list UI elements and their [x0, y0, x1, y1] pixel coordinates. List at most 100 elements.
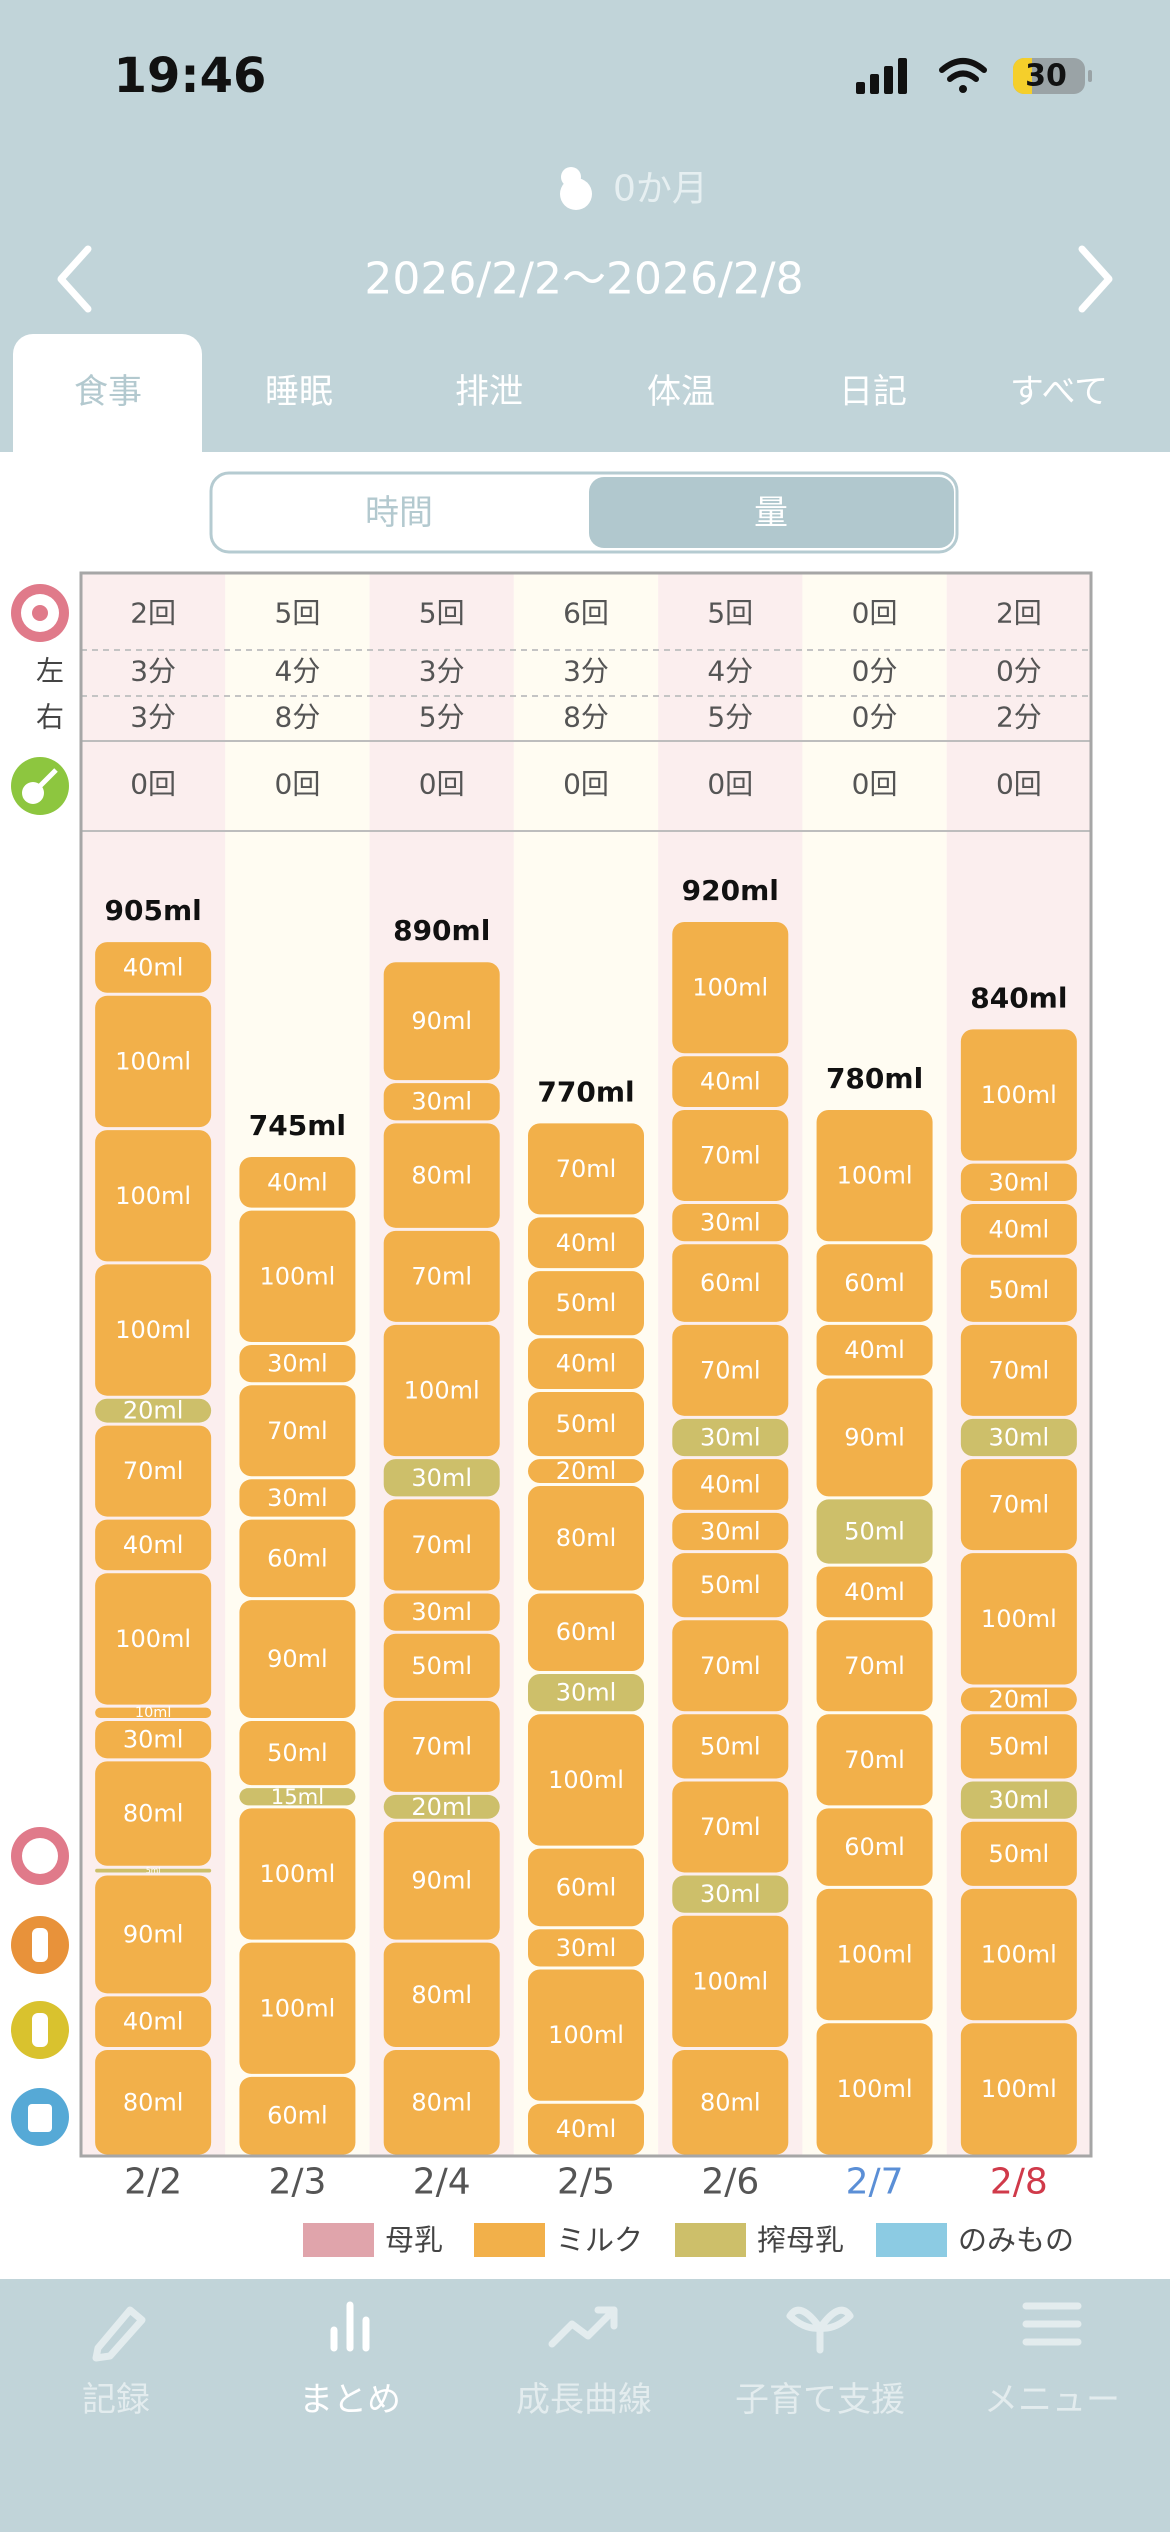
legend-label: のみもの — [958, 2223, 1074, 2257]
segment-label: 30ml — [989, 1168, 1050, 1196]
segment-label: 40ml — [123, 953, 184, 981]
bar-segment — [95, 1721, 212, 1759]
segment-label: 70ml — [844, 1652, 905, 1680]
total-label: 745ml — [249, 1109, 346, 1142]
x-tick-label: 2/3 — [268, 2162, 326, 2203]
tab[interactable]: 体温 — [647, 372, 715, 412]
bar-segment — [383, 1123, 500, 1228]
bar-segment — [528, 1391, 644, 1457]
segment-label: 100ml — [115, 1047, 191, 1075]
bar-segment — [95, 2050, 212, 2155]
segment-label: 70ml — [411, 1262, 472, 1290]
bar-segment — [383, 1499, 500, 1591]
bar-segment — [816, 1714, 933, 1806]
nav-item[interactable]: 子育て支援 — [735, 2380, 905, 2420]
prev-week-button[interactable] — [57, 245, 92, 313]
bar-segment — [672, 1875, 789, 1913]
table-cell: 0回 — [707, 768, 753, 801]
toggle-option[interactable]: 量 — [754, 493, 788, 533]
bar-segment — [383, 962, 500, 1081]
nav-item[interactable]: メニュー — [984, 2380, 1120, 2420]
bar-segment — [239, 1479, 356, 1517]
table-cell: 5分 — [419, 701, 465, 734]
bar-segment — [528, 2103, 644, 2155]
segment-label: 80ml — [556, 1524, 617, 1552]
table-cell: 0回 — [275, 768, 321, 801]
next-week-button[interactable] — [1078, 245, 1113, 313]
legend-swatch — [303, 2223, 374, 2257]
x-tick-label: 2/2 — [124, 2162, 182, 2203]
segment-label: 50ml — [411, 1652, 472, 1680]
bar-segment — [95, 1398, 212, 1423]
segment-label: 50ml — [267, 1739, 328, 1767]
segment-label: 20ml — [411, 1793, 472, 1821]
bar-segment — [960, 1553, 1077, 1685]
table-cell: 0分 — [852, 701, 898, 734]
nav-item[interactable]: 成長曲線 — [516, 2380, 652, 2420]
x-tick-label: 2/6 — [701, 2162, 759, 2203]
nav-background — [0, 2279, 1170, 2532]
bar-segment — [239, 1600, 356, 1719]
table-cell: 3分 — [130, 701, 176, 734]
bar-segment — [239, 1210, 356, 1342]
bar-segment — [816, 2023, 933, 2155]
segment-label: 20ml — [123, 1397, 184, 1425]
age-label: 0か月 — [613, 169, 708, 210]
tab[interactable]: 排泄 — [455, 372, 523, 412]
segment-label: 30ml — [700, 1423, 761, 1451]
segment-label: 60ml — [267, 1544, 328, 1572]
segment-label: 60ml — [844, 1269, 905, 1297]
total-label: 905ml — [105, 894, 202, 927]
bar-segment — [528, 1459, 644, 1483]
breast-icon — [11, 584, 69, 642]
segment-label: 50ml — [700, 1571, 761, 1599]
segment-label: 70ml — [700, 1356, 761, 1384]
bar-segment — [672, 1109, 789, 1201]
bar-segment — [816, 1888, 933, 2021]
table-cell: 5回 — [707, 597, 753, 630]
bar-segment — [672, 921, 789, 1054]
segment-label: 60ml — [267, 2102, 328, 2130]
total-label: 920ml — [682, 874, 779, 907]
bar-segment — [960, 1203, 1077, 1255]
nav-item[interactable]: 記録 — [82, 2380, 150, 2420]
segment-label: 40ml — [556, 2115, 617, 2143]
segment-label: 50ml — [989, 1276, 1050, 1304]
segment-label: 100ml — [548, 2021, 624, 2049]
bar-segment — [95, 1875, 212, 1994]
tab[interactable]: 食事 — [74, 372, 142, 412]
signal-icon — [856, 58, 907, 94]
nav-item[interactable]: まとめ — [299, 2380, 401, 2420]
tab[interactable]: 睡眠 — [265, 372, 333, 412]
legend-swatch — [474, 2223, 545, 2257]
segment-label: 5ml — [146, 1866, 161, 1875]
bar-segment — [672, 1915, 789, 2048]
segment-label: 100ml — [837, 1162, 913, 1190]
toggle-active — [589, 477, 954, 548]
segment-label: 60ml — [556, 1618, 617, 1646]
bar-segment — [528, 1848, 644, 1927]
bar-segment — [672, 1203, 789, 1242]
segment-label: 70ml — [123, 1457, 184, 1485]
x-tick-label: 2/8 — [990, 2162, 1048, 2203]
total-label: 840ml — [970, 981, 1067, 1014]
tab[interactable]: 日記 — [839, 372, 907, 412]
bar-segment — [95, 1707, 212, 1719]
baby-food-icon — [11, 757, 69, 815]
bar-segment — [383, 1821, 500, 1940]
segment-label: 70ml — [700, 1141, 761, 1169]
segment-label: 20ml — [989, 1685, 1050, 1713]
segment-label: 30ml — [411, 1598, 472, 1626]
toggle-option[interactable]: 時間 — [365, 493, 433, 533]
segment-label: 80ml — [123, 2088, 184, 2116]
bar-segment — [960, 1821, 1077, 1886]
bar-segment — [960, 1888, 1077, 2021]
table-cell: 4分 — [707, 655, 753, 688]
tab[interactable]: すべて — [1010, 372, 1108, 412]
table-cell: 3分 — [130, 655, 176, 688]
bar-segment — [672, 1056, 789, 1107]
bar-segment — [528, 1123, 644, 1215]
bar-segment — [95, 1868, 212, 1873]
segment-label: 40ml — [123, 2008, 184, 2036]
legend-swatch — [876, 2223, 947, 2257]
